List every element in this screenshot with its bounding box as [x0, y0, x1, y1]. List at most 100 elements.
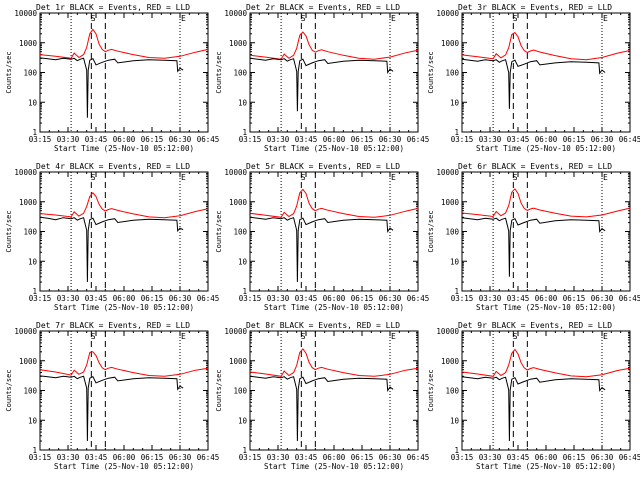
series-events	[39, 216, 184, 283]
x-tick-label: 06:15	[351, 135, 374, 144]
x-tick-label: 03:15	[29, 135, 52, 144]
series-events	[249, 57, 394, 112]
x-tick-label: 06:45	[197, 135, 220, 144]
x-tick-label: 06:30	[591, 135, 614, 144]
marker-e: E	[391, 332, 396, 341]
x-tick-label: 03:45	[507, 135, 530, 144]
series-events	[39, 375, 184, 442]
series-events	[461, 376, 606, 442]
y-tick-label: 1000	[19, 198, 38, 207]
x-tick-label: 03:45	[295, 294, 318, 303]
x-tick-label: 03:15	[451, 294, 474, 303]
plot-frame	[39, 171, 209, 292]
plot-frame	[249, 12, 419, 133]
y-tick-label: 10000	[14, 9, 37, 18]
x-tick-label: 03:15	[451, 453, 474, 462]
x-tick-label: 06:15	[563, 135, 586, 144]
y-tick-label: 1	[32, 287, 37, 296]
x-tick-label: 06:45	[619, 453, 640, 462]
x-tick-label: 06:00	[535, 453, 558, 462]
y-tick-label: 10	[238, 98, 248, 107]
plot-frame	[39, 330, 209, 451]
series-lld	[39, 192, 209, 219]
panel-title: Det 9r BLACK = Events, RED = LLD	[458, 321, 612, 330]
y-axis-label: Counts/sec	[215, 210, 223, 252]
y-tick-label: 100	[23, 228, 37, 237]
y-tick-label: 1000	[441, 357, 460, 366]
y-tick-label: 1	[454, 287, 459, 296]
x-tick-label: 06:30	[169, 294, 192, 303]
y-axis-label: Counts/sec	[215, 51, 223, 93]
series-events	[249, 216, 394, 283]
x-tick-label: 03:30	[267, 294, 290, 303]
y-tick-label: 10	[238, 257, 248, 266]
marker-e: E	[603, 173, 608, 182]
y-tick-label: 10000	[224, 327, 247, 336]
x-tick-label: 06:00	[113, 294, 136, 303]
y-tick-label: 10	[450, 257, 460, 266]
x-tick-label: 03:15	[29, 294, 52, 303]
x-tick-label: 06:30	[379, 135, 402, 144]
panel-det-2: 1 10 100 1000 10000 03:15 03:30 03:45 06:00 06:15…	[215, 3, 429, 153]
x-tick-label: 03:30	[57, 453, 80, 462]
y-tick-label: 10000	[224, 168, 247, 177]
x-tick-label: 06:00	[323, 135, 346, 144]
y-axis-label: Counts/sec	[215, 369, 223, 411]
marker-e: E	[391, 14, 396, 23]
panel-det-7: 1 10 100 1000 10000 03:15 03:30 03:45 06:00 06:15…	[5, 321, 219, 471]
y-tick-label: 100	[23, 387, 37, 396]
series-lld	[461, 348, 631, 378]
y-tick-label: 10	[238, 416, 248, 425]
y-tick-label: 1	[32, 128, 37, 137]
panel-title: Det 3r BLACK = Events, RED = LLD	[458, 3, 612, 12]
panel-title: Det 7r BLACK = Events, RED = LLD	[36, 321, 190, 330]
panel-title: Det 8r BLACK = Events, RED = LLD	[246, 321, 400, 330]
y-tick-label: 10	[450, 416, 460, 425]
y-tick-label: 10	[28, 98, 38, 107]
marker-e: E	[181, 173, 186, 182]
y-tick-label: 1000	[229, 198, 248, 207]
plot-frame	[249, 330, 419, 451]
x-tick-label: 06:00	[113, 135, 136, 144]
y-tick-label: 10000	[436, 9, 459, 18]
marker-s: S	[91, 332, 96, 341]
x-tick-label: 06:30	[169, 453, 192, 462]
x-tick-label: 06:15	[141, 135, 164, 144]
x-axis-label: Start Time (25-Nov-10 05:12:00)	[54, 462, 194, 471]
x-tick-label: 06:00	[535, 135, 558, 144]
y-tick-label: 10000	[224, 9, 247, 18]
y-tick-label: 100	[233, 387, 247, 396]
y-tick-label: 1000	[229, 39, 248, 48]
x-axis-label: Start Time (25-Nov-10 05:12:00)	[264, 303, 404, 312]
marker-s: S	[513, 332, 518, 341]
marker-e: E	[603, 14, 608, 23]
x-tick-label: 03:30	[267, 135, 290, 144]
x-axis-label: Start Time (25-Nov-10 05:12:00)	[264, 144, 404, 153]
panel-det-8: 1 10 100 1000 10000 03:15 03:30 03:45 06:00 06:15…	[215, 321, 429, 471]
x-axis-label: Start Time (25-Nov-10 05:12:00)	[476, 462, 616, 471]
marker-s: S	[513, 14, 518, 23]
x-tick-label: 06:45	[407, 135, 430, 144]
x-tick-label: 06:30	[591, 453, 614, 462]
y-tick-label: 10000	[14, 327, 37, 336]
x-tick-label: 03:45	[507, 294, 530, 303]
marker-s: S	[91, 14, 96, 23]
y-tick-label: 1	[242, 128, 247, 137]
y-tick-label: 10	[28, 257, 38, 266]
plot-frame	[39, 12, 209, 133]
x-tick-label: 06:30	[379, 453, 402, 462]
y-tick-label: 100	[445, 228, 459, 237]
x-axis-label: Start Time (25-Nov-10 05:12:00)	[54, 144, 194, 153]
plot-frame	[461, 330, 631, 451]
series-lld	[249, 348, 419, 377]
y-tick-label: 10	[450, 98, 460, 107]
panel-det-1: 1 10 100 1000 10000 03:15 03:30 03:45 06:00 06:15…	[5, 3, 219, 153]
y-tick-label: 1	[242, 287, 247, 296]
y-tick-label: 1	[242, 446, 247, 455]
series-lld	[461, 188, 631, 218]
series-lld	[39, 28, 209, 59]
x-tick-label: 03:45	[85, 135, 108, 144]
x-tick-label: 06:00	[323, 453, 346, 462]
x-tick-label: 06:45	[407, 453, 430, 462]
panel-det-9: 1 10 100 1000 10000 03:15 03:30 03:45 06:00 06:15…	[427, 321, 640, 471]
